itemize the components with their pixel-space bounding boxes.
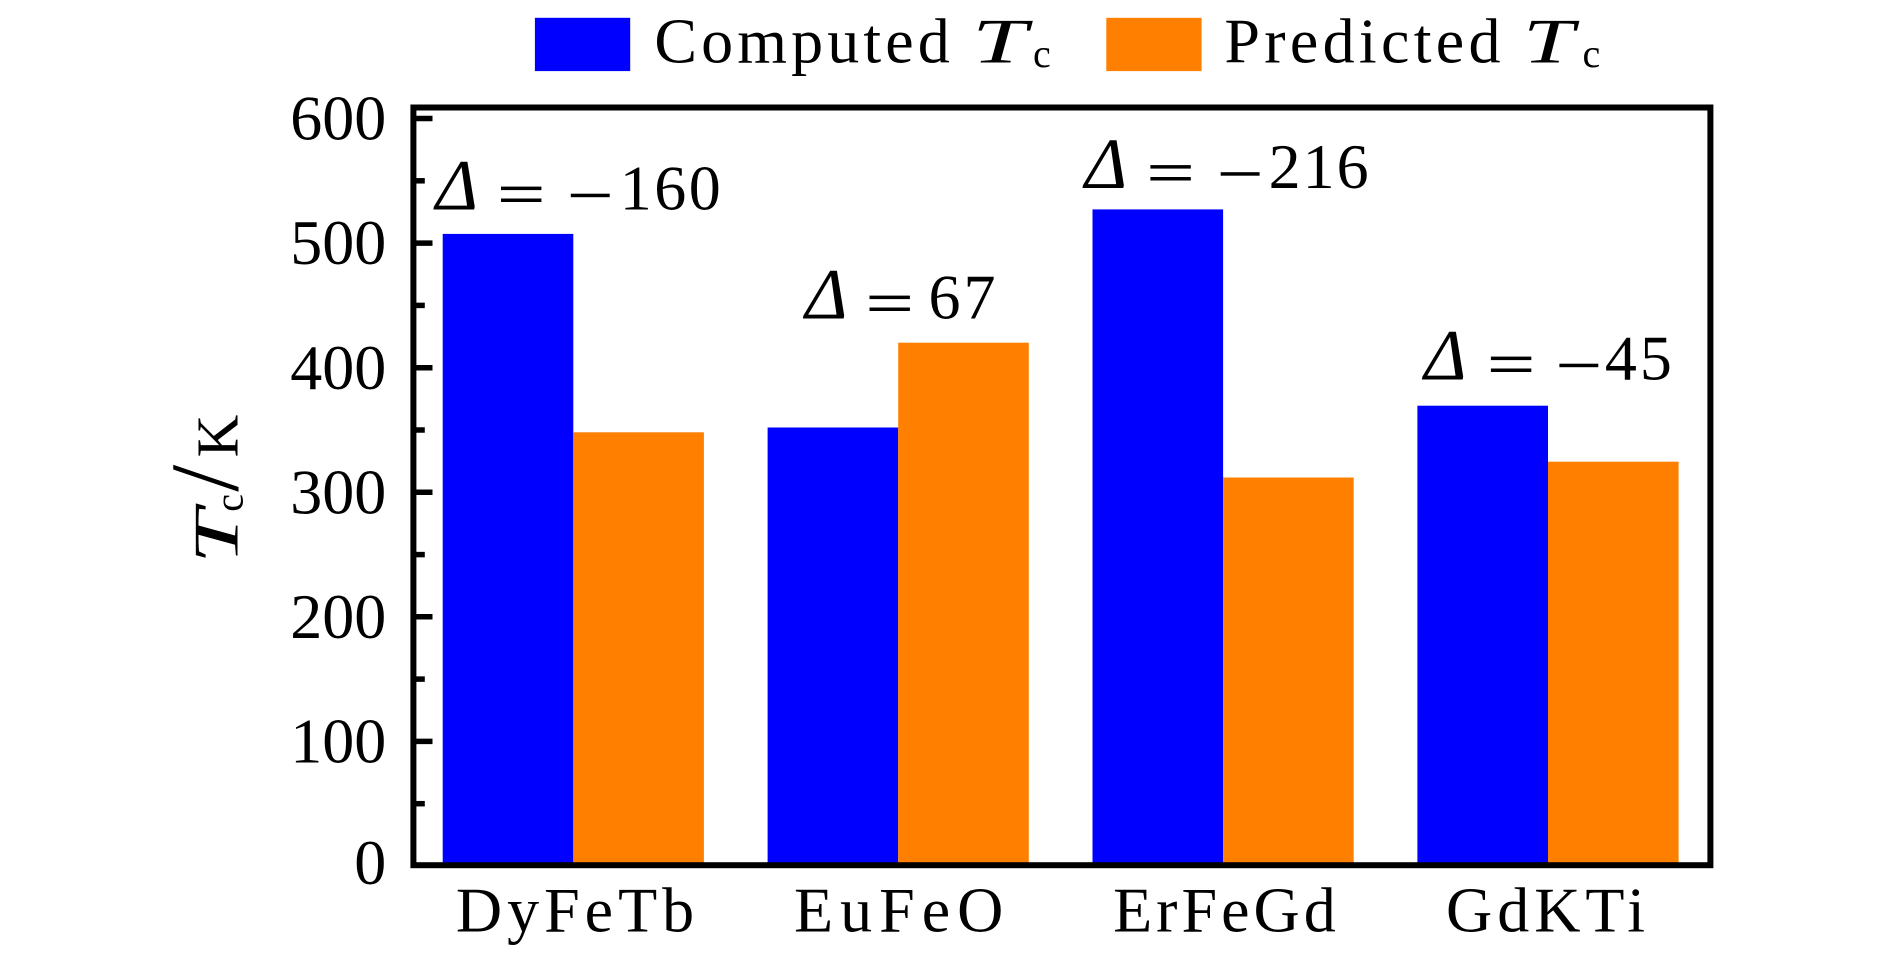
svg-text:DyFeTb: DyFeTb xyxy=(456,875,699,946)
svg-text:Δ: Δ xyxy=(433,146,478,226)
svg-text:ErFeGd: ErFeGd xyxy=(1113,875,1340,946)
svg-text:T: T xyxy=(181,502,252,564)
svg-text:c: c xyxy=(1583,31,1601,76)
svg-text:Δ: Δ xyxy=(1421,316,1466,396)
svg-text:400: 400 xyxy=(290,332,386,403)
svg-text:T: T xyxy=(972,5,1034,76)
svg-text:300: 300 xyxy=(290,456,386,527)
svg-text:0: 0 xyxy=(354,827,386,898)
svg-text:Predicted: Predicted xyxy=(1224,5,1504,76)
svg-text:160: 160 xyxy=(620,153,724,224)
svg-text:T: T xyxy=(1523,5,1580,76)
svg-text:Δ: Δ xyxy=(802,255,847,335)
svg-text:Δ: Δ xyxy=(1082,124,1127,204)
svg-text:c: c xyxy=(1033,31,1051,76)
svg-text:/: / xyxy=(152,465,259,492)
svg-text:100: 100 xyxy=(290,706,386,777)
svg-text:c: c xyxy=(207,494,252,512)
svg-text:GdKTi: GdKTi xyxy=(1446,875,1650,946)
svg-text:Computed: Computed xyxy=(654,5,953,76)
svg-text:45: 45 xyxy=(1605,323,1675,394)
svg-text:600: 600 xyxy=(290,83,386,154)
svg-text:500: 500 xyxy=(290,207,386,278)
svg-text:67: 67 xyxy=(929,262,999,333)
svg-text:200: 200 xyxy=(290,581,386,652)
svg-text:K: K xyxy=(185,415,251,458)
svg-text:EuFeO: EuFeO xyxy=(794,875,1010,946)
svg-text:216: 216 xyxy=(1269,131,1371,202)
